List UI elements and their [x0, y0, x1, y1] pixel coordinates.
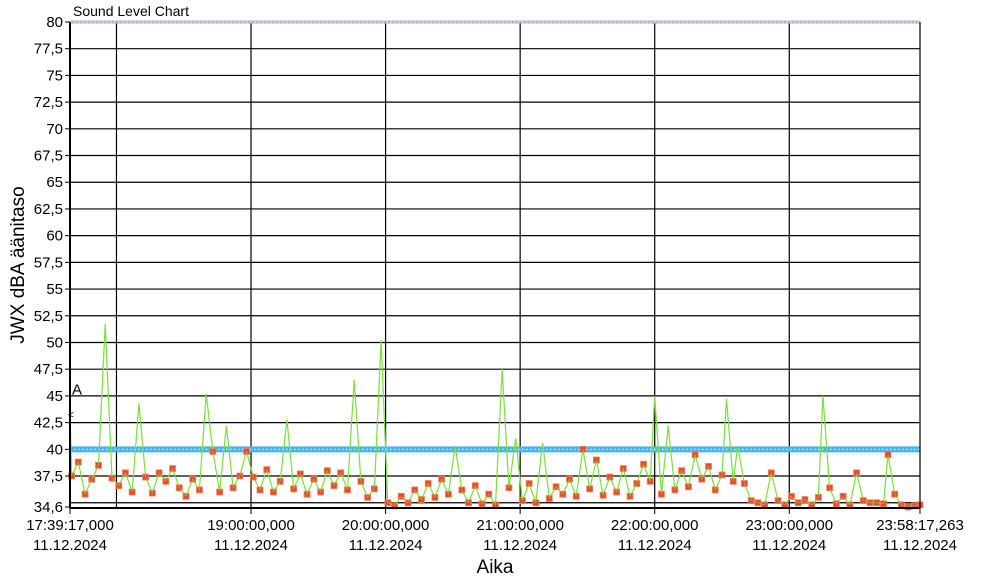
x-axis-title: Aika [477, 557, 514, 578]
x-tick-label-date: 11.12.2024 [33, 537, 107, 554]
y-tick-label: 62,5 [34, 201, 63, 218]
y-tick-label: 72,5 [34, 94, 63, 111]
x-tick-label-time: 23:00:00,000 [745, 517, 833, 534]
y-tick-label: 37,5 [34, 468, 63, 485]
y-tick-label: 55 [46, 281, 63, 298]
x-tick-label-date: 11.12.2024 [349, 537, 423, 554]
x-tick-label-date: 11.12.2024 [752, 537, 826, 554]
x-tick-label-time: 19:00:00,000 [207, 517, 295, 534]
y-tick-label: 75 [46, 67, 63, 84]
annotation-label: A [72, 382, 82, 399]
y-tick-label: 67,5 [34, 148, 63, 165]
x-tick-label-date: 11.12.2024 [214, 537, 288, 554]
y-tick-label: 60 [46, 228, 63, 245]
x-tick-label-time: 17:39:17,000 [26, 517, 114, 534]
axes: A<34,637,54042,54547,55052,55557,56062,5… [26, 14, 964, 554]
y-tick-label: 70 [46, 121, 63, 138]
y-tick-label: 77,5 [34, 41, 63, 58]
y-tick-label: 47,5 [34, 361, 63, 378]
y-tick-label: 50 [46, 334, 63, 351]
y-tick-label: 40 [46, 441, 63, 458]
x-tick-label-time: 23:58:17,263 [876, 517, 964, 534]
x-tick-label-time: 21:00:00,000 [476, 517, 564, 534]
x-tick-label-time: 22:00:00,000 [611, 517, 699, 534]
series-line-overlay [69, 324, 921, 508]
y-axis-title: JWX dBA äänitaso [8, 186, 29, 343]
y-tick-label: 80 [46, 14, 63, 31]
series-line [69, 324, 921, 508]
gridlines [70, 22, 920, 507]
x-tick-label-date: 11.12.2024 [483, 537, 557, 554]
y-tick-label: 65 [46, 174, 63, 191]
series-layer [68, 324, 924, 511]
y-tick-label: 45 [46, 388, 63, 405]
y-tick-label: 34,6 [34, 499, 63, 516]
chart-title: Sound Level Chart [73, 3, 189, 19]
x-tick-label-date: 11.12.2024 [883, 537, 957, 554]
y-tick-label: 52,5 [34, 308, 63, 325]
y-tick-label: 57,5 [34, 254, 63, 271]
y-tick-label: 42,5 [34, 415, 63, 432]
x-tick-label-time: 20:00:00,000 [342, 517, 430, 534]
x-tick-label-date: 11.12.2024 [618, 537, 692, 554]
